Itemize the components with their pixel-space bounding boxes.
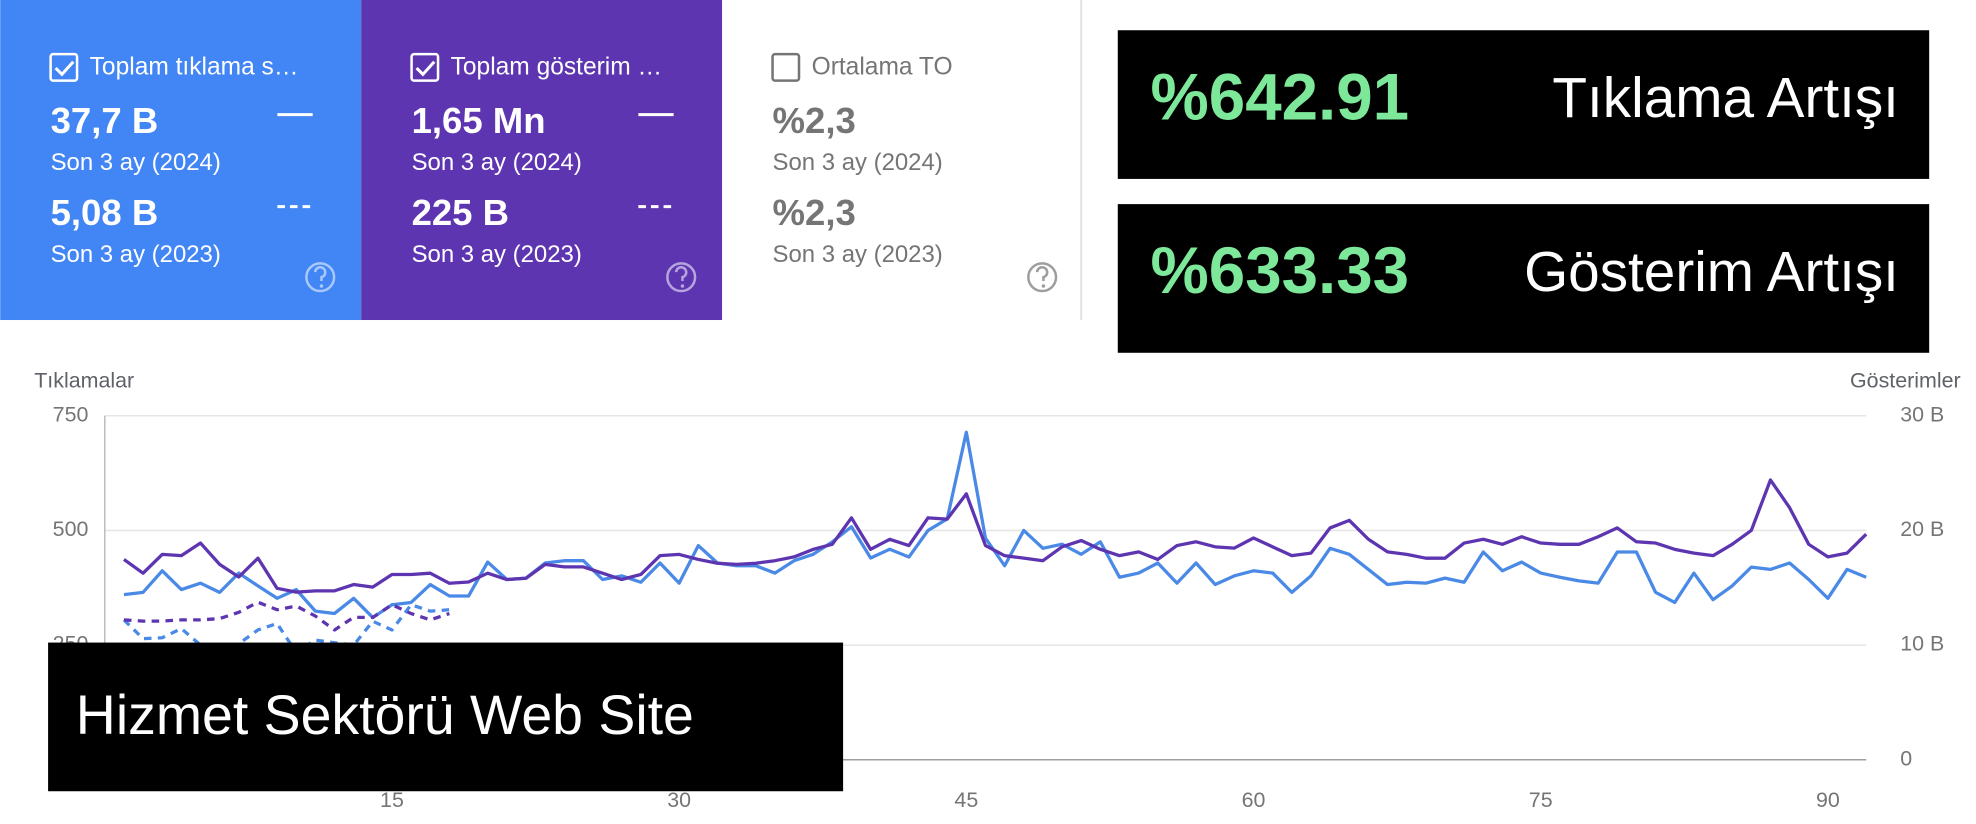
card-value: 1,65 Mn: [412, 100, 546, 141]
help-mark: [1035, 266, 1049, 281]
card-period: Son 3 ay (2024): [773, 149, 943, 176]
help-dot: [680, 284, 685, 288]
stat-box: [1117, 30, 1930, 179]
x-tick-label: 90: [1816, 788, 1840, 812]
help-mark: [674, 266, 688, 281]
card-title: Toplam tıklama s…: [90, 54, 299, 81]
card-period: Son 3 ay (2024): [51, 149, 221, 176]
help-icon[interactable]: [305, 262, 336, 293]
series-line: [122, 603, 450, 655]
x-tick-label: 75: [1529, 788, 1553, 812]
card-period: Son 3 ay (2023): [773, 241, 943, 268]
y-tick-label: 500: [53, 517, 89, 541]
card-period: Son 3 ay (2023): [51, 241, 221, 268]
y2-tick-label: 20 B: [1900, 517, 1944, 541]
checkbox[interactable]: [49, 52, 79, 82]
y-tick-label: 750: [53, 402, 89, 426]
card-period: Son 3 ay (2023): [412, 241, 582, 268]
x-tick-label: 60: [1242, 788, 1266, 812]
x-tick-label: 45: [954, 788, 978, 812]
y2-tick-label: 30 B: [1900, 402, 1944, 426]
card-title: Ortalama TO: [812, 54, 953, 81]
y-axis-label: Tıklamalar: [34, 368, 134, 392]
y2-tick-label: 0: [1900, 746, 1912, 770]
help-dot: [1041, 284, 1046, 288]
series-line: [123, 600, 450, 632]
stat-value: %633.33: [1151, 234, 1410, 307]
card-value: 37,7 B: [51, 100, 159, 141]
stat-value: %642.91: [1151, 60, 1410, 133]
stat-label: Tıklama Artışı: [1552, 67, 1899, 130]
stat-label: Gösterim Artışı: [1524, 241, 1899, 304]
card-period: Son 3 ay (2024): [412, 149, 582, 176]
x-tick-label: 30: [667, 788, 691, 812]
card-value: %2,3: [773, 100, 856, 141]
series-line: [122, 478, 1868, 594]
x-tick-label: 15: [380, 788, 404, 812]
banner-text: Hizmet Sektörü Web Site: [76, 684, 694, 746]
help-mark: [313, 266, 327, 281]
stat-box: [1117, 204, 1930, 353]
help-dot: [319, 284, 324, 288]
banner-box: [48, 642, 844, 792]
series-line: [123, 430, 1867, 620]
y2-tick-label: 10 B: [1900, 632, 1944, 656]
card-value: 225 B: [412, 192, 509, 233]
checkbox[interactable]: [771, 52, 801, 82]
checkmark: [54, 60, 75, 77]
checkbox[interactable]: [410, 52, 440, 82]
card-value: 5,08 B: [51, 192, 159, 233]
card-title: Toplam gösterim …: [451, 54, 662, 81]
help-icon[interactable]: [666, 262, 697, 293]
card-value: %2,3: [773, 192, 856, 233]
checkmark: [415, 60, 436, 77]
y2-axis-label: Gösterimler: [1850, 368, 1961, 392]
help-icon[interactable]: [1027, 262, 1058, 293]
